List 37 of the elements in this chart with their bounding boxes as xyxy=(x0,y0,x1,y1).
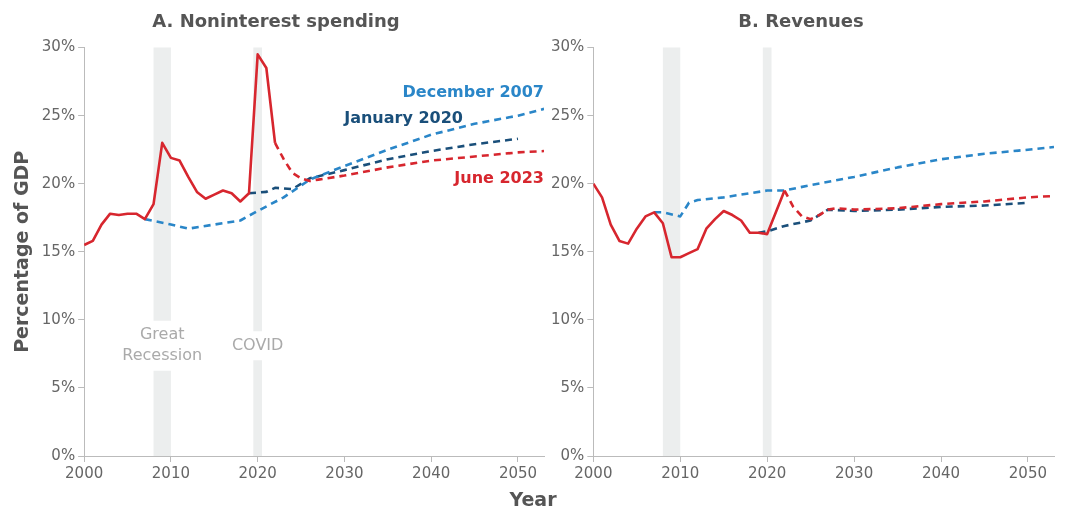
x-axis-title: Year xyxy=(508,488,558,510)
x-tick-label: 2020 xyxy=(238,463,277,482)
line-series xyxy=(652,145,1054,218)
x-tick-label: 2020 xyxy=(748,463,787,482)
x-tick-label: 2050 xyxy=(498,463,538,482)
y-tick-label: 5% xyxy=(560,377,585,396)
y-tick-label: 25% xyxy=(551,105,585,124)
chart-title: B. Revenues xyxy=(738,10,864,32)
x-tick-label: 2030 xyxy=(835,463,874,482)
y-tick-label: 30% xyxy=(551,37,585,56)
x-tick-label: 2040 xyxy=(921,463,961,482)
y-tick-label: 25% xyxy=(41,105,76,124)
y-tick-label: 20% xyxy=(41,173,76,192)
series-label: June 2023 xyxy=(453,168,544,188)
x-tick-label: 2010 xyxy=(661,463,700,482)
y-tick-label: 20% xyxy=(551,173,585,192)
x-tick-label: 2030 xyxy=(325,463,364,482)
x-tick-label: 2000 xyxy=(574,463,613,482)
y-tick-label: 15% xyxy=(551,241,585,260)
band-label: COVID xyxy=(231,334,284,354)
y-tick-label: 5% xyxy=(51,377,76,396)
y-tick-label: 0% xyxy=(51,445,76,464)
y-tick-label: 10% xyxy=(41,309,76,328)
x-tick-label: 2040 xyxy=(412,463,451,482)
line-series xyxy=(143,107,544,230)
series-label: January 2020 xyxy=(343,107,463,127)
x-tick-label: 2000 xyxy=(65,463,104,482)
chart-title: A. Noninterest spending xyxy=(152,10,400,32)
band-label: Great Recession xyxy=(122,324,203,365)
x-tick-label: 2050 xyxy=(1008,463,1048,482)
y-tick-label: 15% xyxy=(41,241,76,260)
y-tick-label: 10% xyxy=(551,309,585,328)
y-tick-label: 30% xyxy=(41,37,76,56)
y-axis-title: Percentage of GDP xyxy=(10,150,33,353)
series-label: December 2007 xyxy=(402,82,544,102)
x-tick-label: 2010 xyxy=(151,463,190,482)
y-tick-label: 0% xyxy=(560,445,585,464)
